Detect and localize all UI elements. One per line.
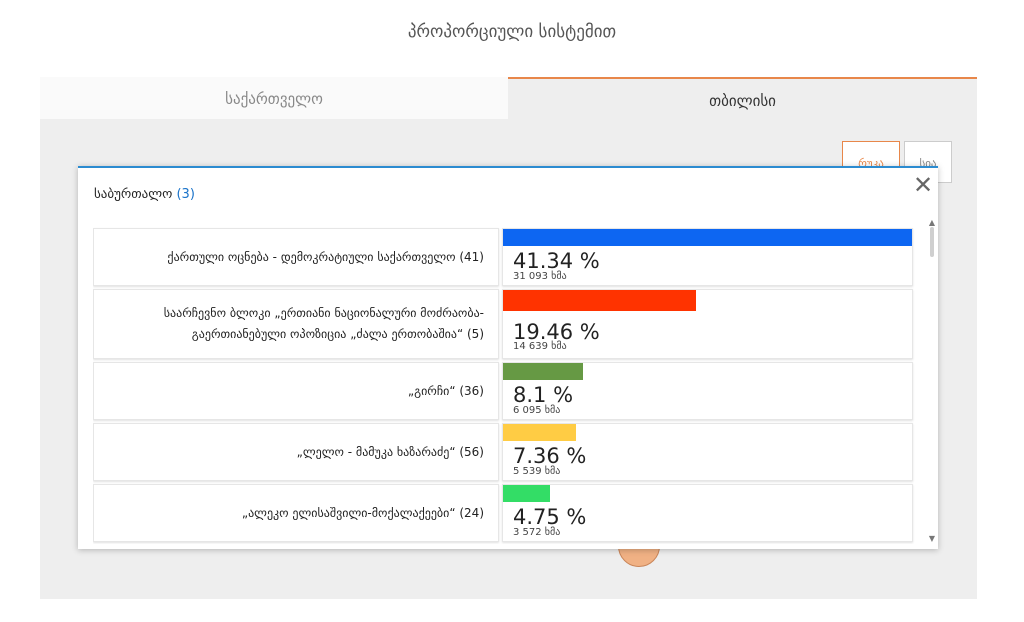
party-name: „ალეკო ელისაშვილი-მოქალაქეები“ (24) (93, 484, 499, 542)
chevron-up-icon[interactable]: ▲ (928, 218, 936, 227)
result-percent: 7.36 % (513, 444, 587, 468)
result-votes: 14 639 ხმა (513, 341, 567, 352)
result-votes: 3 572 ხმა (513, 527, 561, 538)
result-votes: 31 093 ხმა (513, 271, 567, 282)
result-bar-cell: 41.34 % 31 093 ხმა (502, 228, 913, 286)
result-bar-cell: 19.46 % 14 639 ხმა (502, 289, 913, 359)
party-name: „გირჩი“ (36) (93, 362, 499, 420)
scroll-thumb[interactable] (930, 227, 934, 257)
close-icon[interactable]: ✕ (912, 171, 934, 199)
result-votes: 6 095 ხმა (513, 405, 561, 416)
tab-tbilisi[interactable]: თბილისი (508, 77, 977, 119)
result-percent: 19.46 % (513, 320, 600, 344)
results-list: ქართული ოცნება - დემოკრატიული საქართველო… (93, 226, 915, 544)
result-votes: 5 539 ხმა (513, 466, 561, 477)
result-percent: 4.75 % (513, 505, 587, 529)
result-bar-cell: 7.36 % 5 539 ხმა (502, 423, 913, 481)
district-name: საბურთალო (94, 187, 173, 202)
result-row: „ლელო - მამუკა ხაზარაძე“ (56) 7.36 % 5 5… (93, 423, 913, 481)
district-results-modal: საბურთალო (3) ✕ ქართული ოცნება - დემოკრა… (78, 166, 938, 549)
result-row: „ალეკო ელისაშვილი-მოქალაქეები“ (24) 4.75… (93, 484, 913, 542)
party-name: „ლელო - მამუკა ხაზარაძე“ (56) (93, 423, 499, 481)
result-bar (503, 485, 550, 502)
result-row: საარჩევნო ბლოკი „ერთიანი ნაციონალური მოძ… (93, 289, 913, 359)
modal-title: საბურთალო (3) (94, 187, 195, 202)
party-name: საარჩევნო ბლოკი „ერთიანი ნაციონალური მოძ… (93, 289, 499, 359)
result-bar (503, 229, 912, 246)
district-count: (3) (176, 187, 195, 202)
result-bar (503, 363, 583, 380)
tab-georgia[interactable]: საქართველო (40, 77, 508, 119)
result-row: ქართული ოცნება - დემოკრატიული საქართველო… (93, 228, 913, 286)
result-bar (503, 424, 576, 441)
result-percent: 8.1 % (513, 383, 574, 407)
result-row: „გირჩი“ (36) 8.1 % 6 095 ხმა (93, 362, 913, 420)
result-bar-cell: 8.1 % 6 095 ხმა (502, 362, 913, 420)
party-name: ქართული ოცნება - დემოკრატიული საქართველო… (93, 228, 499, 286)
result-bar-cell: 4.75 % 3 572 ხმა (502, 484, 913, 542)
page-title: პროპორციული სისტემით (407, 22, 617, 42)
results-scrollbar[interactable]: ▲ ▼ (927, 218, 937, 544)
result-percent: 41.34 % (513, 249, 600, 273)
chevron-down-icon[interactable]: ▼ (928, 534, 936, 543)
result-bar (503, 290, 696, 311)
